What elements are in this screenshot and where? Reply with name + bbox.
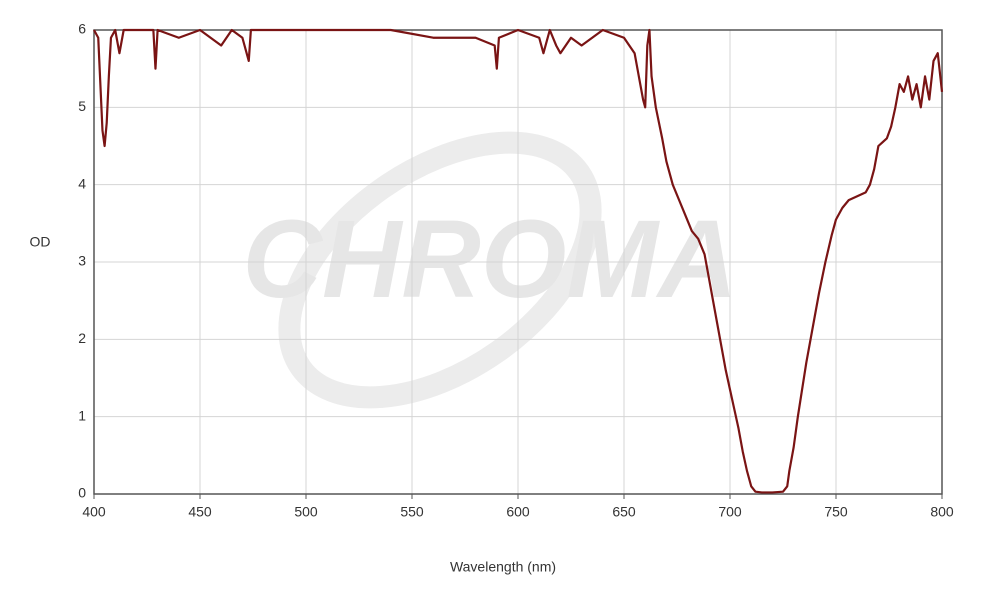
y-tick-label: 6 bbox=[78, 21, 86, 37]
data-line bbox=[93, 28, 944, 494]
y-tick-label: 4 bbox=[78, 175, 86, 191]
y-tick-label: 2 bbox=[78, 330, 86, 346]
y-tick-label: 3 bbox=[78, 253, 86, 269]
y-tick-label: 5 bbox=[78, 98, 86, 114]
x-tick-label: 650 bbox=[612, 504, 636, 520]
watermark-swoosh bbox=[278, 131, 602, 409]
watermark: CHROMA bbox=[243, 131, 738, 409]
y-tick-label: 1 bbox=[78, 407, 86, 423]
x-tick-label: 700 bbox=[718, 504, 742, 520]
x-tick-label: 450 bbox=[188, 504, 212, 520]
x-tick-label: 550 bbox=[400, 504, 424, 520]
x-axis-label: Wavelength (nm) bbox=[450, 559, 556, 575]
x-tick-label: 600 bbox=[506, 504, 530, 520]
x-tick-label: 500 bbox=[294, 504, 318, 520]
y-tick-label: 0 bbox=[78, 485, 86, 501]
y-axis-label: OD bbox=[30, 234, 51, 250]
x-tick-label: 800 bbox=[930, 504, 954, 520]
watermark-text: CHROMA bbox=[243, 198, 738, 321]
x-tick-label: 750 bbox=[824, 504, 848, 520]
x-tick-label: 400 bbox=[82, 504, 106, 520]
